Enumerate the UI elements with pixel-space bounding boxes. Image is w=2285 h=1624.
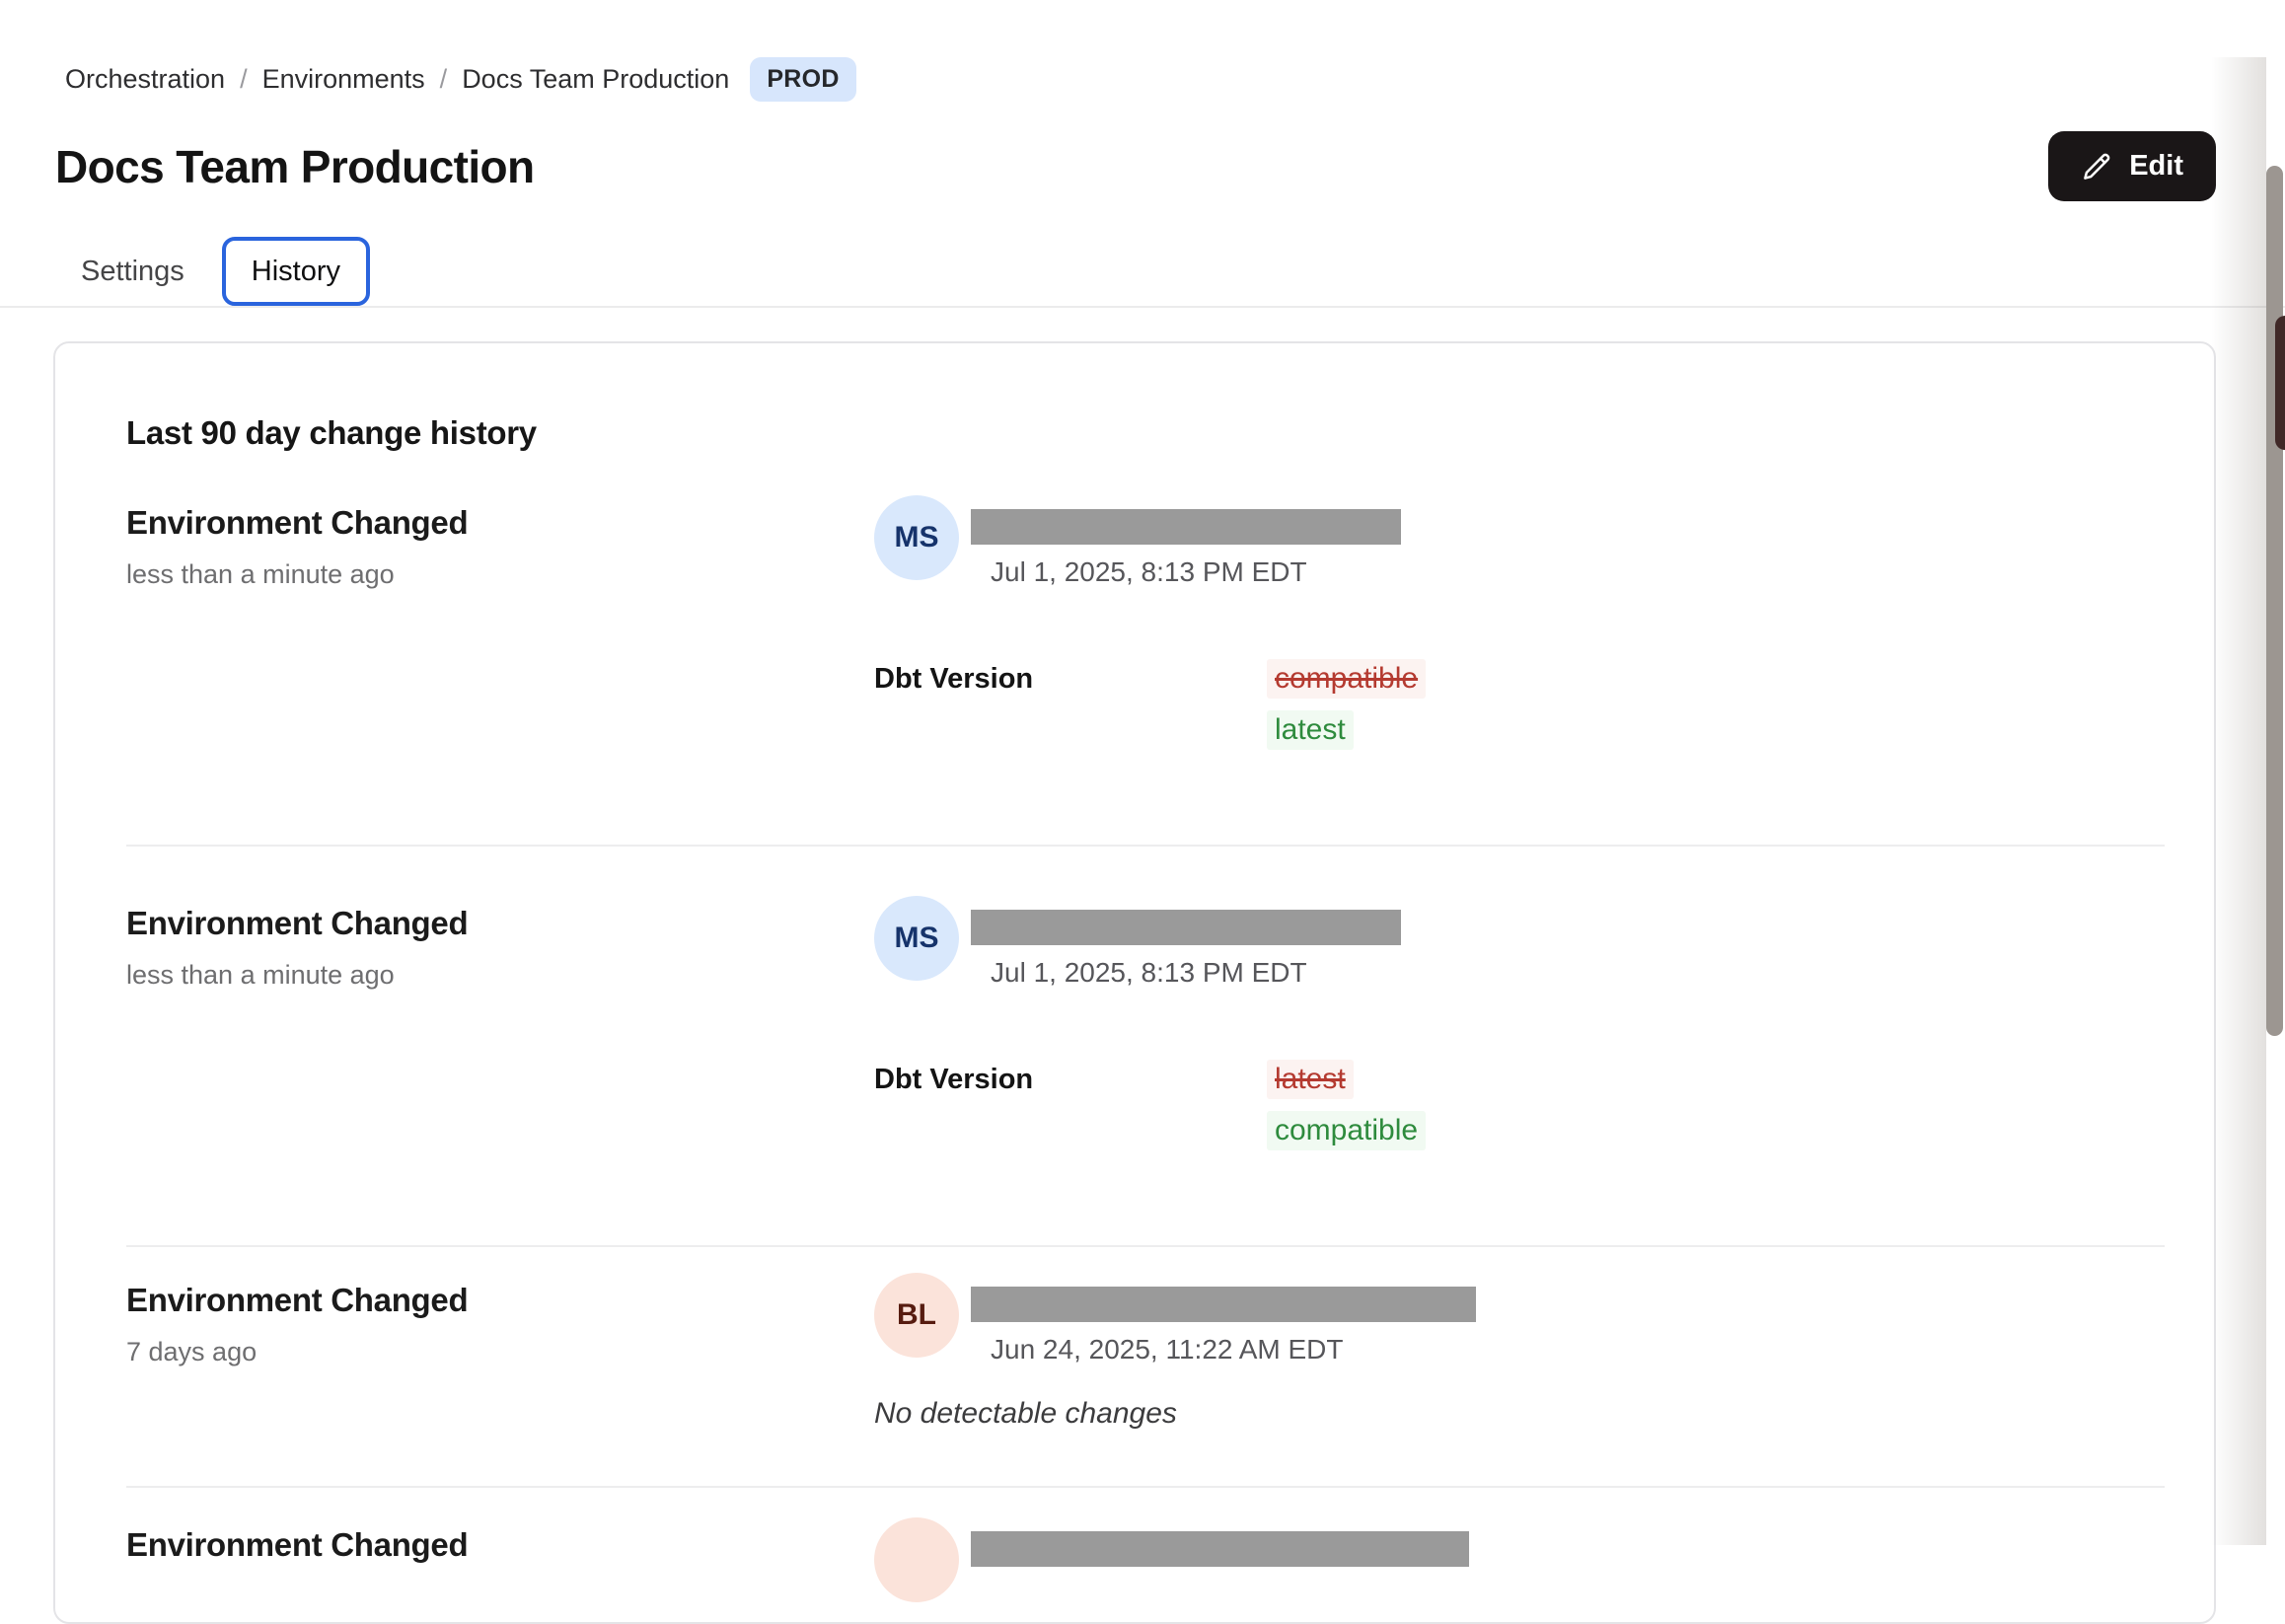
change-row: Dbt Version compatible latest (874, 659, 2165, 750)
no-changes-text: No detectable changes (874, 1397, 1177, 1430)
change-list: Dbt Version compatible latest (874, 659, 2165, 750)
avatar-initials: MS (894, 922, 939, 954)
change-old-value: compatible (1267, 659, 1427, 699)
redacted-user-name (971, 910, 1401, 945)
redacted-user-name (971, 1287, 1476, 1322)
avatar-initials: MS (894, 521, 939, 554)
user-avatar: BL (874, 1273, 959, 1358)
prod-environment-badge: PROD (750, 57, 856, 102)
tab-history[interactable]: History (221, 237, 371, 306)
change-row: Dbt Version latest compatible (874, 1060, 2165, 1150)
tab-settings[interactable]: Settings (81, 255, 184, 287)
breadcrumb-separator: / (439, 64, 448, 94)
change-old-value: latest (1267, 1060, 1354, 1099)
page-title: Docs Team Production (55, 140, 535, 192)
change-field-label: Dbt Version (874, 1064, 1034, 1095)
change-list: Dbt Version latest compatible (874, 1060, 2165, 1150)
change-new-value: latest (1267, 710, 1354, 750)
breadcrumb-item-orchestration[interactable]: Orchestration (65, 64, 226, 94)
entry-relative-time: less than a minute ago (126, 559, 395, 589)
page-header: Docs Team Production Edit (55, 131, 2216, 201)
change-new-value: compatible (1267, 1111, 1427, 1150)
entry-user: MS Jul 1, 2025, 8:13 PM EDT (874, 495, 2165, 588)
edit-button[interactable]: Edit (2048, 131, 2216, 201)
entry-title: Environment Changed (126, 504, 469, 541)
entry-user: MS Jul 1, 2025, 8:13 PM EDT (874, 896, 2165, 989)
entry-title: Environment Changed (126, 1282, 469, 1318)
edit-button-label: Edit (2129, 150, 2183, 182)
entry-timestamp: Jul 1, 2025, 8:13 PM EDT (991, 556, 1307, 587)
redacted-user-name (971, 509, 1401, 545)
entry-timestamp: Jul 1, 2025, 8:13 PM EDT (991, 957, 1307, 988)
entry-user (874, 1517, 2165, 1602)
entry-relative-time: less than a minute ago (126, 960, 395, 990)
entry-user: BL Jun 24, 2025, 11:22 AM EDT (874, 1273, 2165, 1366)
avatar-initials: BL (897, 1298, 936, 1331)
user-avatar (874, 1517, 959, 1602)
card-heading: Last 90 day change history (126, 414, 537, 451)
change-field-label: Dbt Version (874, 663, 1034, 695)
breadcrumb: Orchestration / Environments / Docs Team… (65, 57, 2285, 102)
user-avatar: MS (874, 896, 959, 981)
change-entry: Environment Changed (126, 1486, 2165, 1602)
entry-title: Environment Changed (126, 905, 469, 941)
vertical-scrollbar-thumb[interactable] (2266, 166, 2283, 1036)
side-panel-edge[interactable] (2275, 316, 2285, 450)
pencil-icon (2081, 150, 2113, 183)
breadcrumb-separator: / (240, 64, 248, 94)
entry-relative-time: 7 days ago (126, 1337, 258, 1366)
entry-title: Environment Changed (126, 1526, 469, 1563)
change-entry: Environment Changed 7 days ago BL Jun 24… (126, 1245, 2165, 1486)
tab-bar: Settings History (0, 237, 2285, 308)
user-avatar: MS (874, 495, 959, 580)
change-entry: Environment Changed less than a minute a… (126, 452, 2165, 845)
breadcrumb-item-current-page: Docs Team Production (462, 64, 730, 94)
breadcrumb-item-environments[interactable]: Environments (261, 64, 425, 94)
redacted-user-name (971, 1531, 1469, 1567)
change-entry: Environment Changed less than a minute a… (126, 845, 2165, 1245)
entry-timestamp: Jun 24, 2025, 11:22 AM EDT (991, 1334, 1344, 1365)
history-card: Last 90 day change history Environment C… (53, 341, 2216, 1624)
